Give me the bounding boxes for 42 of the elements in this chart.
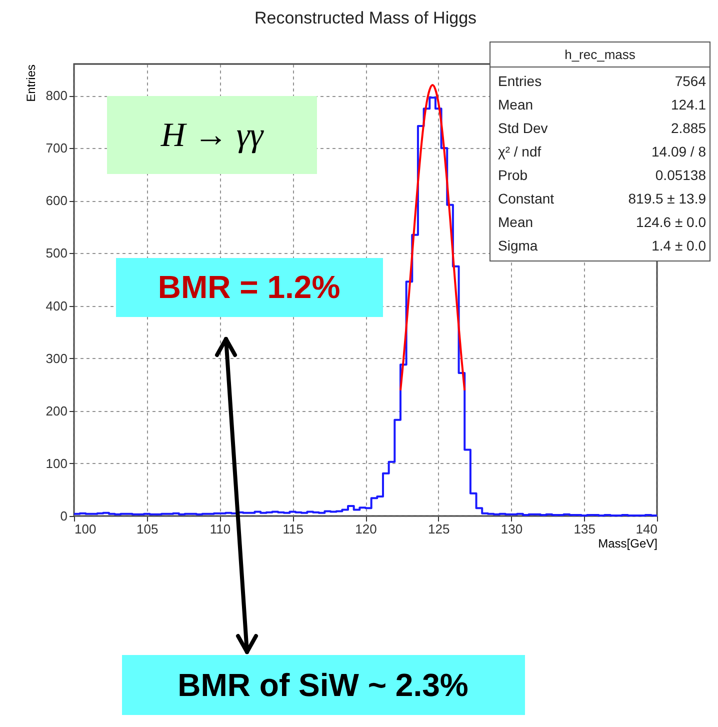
y-tick-label: 700: [46, 140, 68, 156]
text: 7564: [674, 72, 706, 89]
annotation: χ² / ndf: [498, 143, 542, 160]
annotation: Entries: [498, 72, 542, 89]
line-series: [399, 84, 466, 392]
y-tick-label: 0: [60, 508, 68, 524]
x-axis-title: Mass[GeV]: [598, 536, 658, 550]
annotation: H → γγ: [160, 117, 265, 154]
x-tick-label: 115: [282, 522, 304, 536]
annotation: Mean: [498, 214, 534, 230]
annotation: 124.6 ± 0.0: [636, 214, 706, 230]
annotation: Prob: [498, 166, 528, 183]
annotation: Constant: [498, 190, 554, 206]
chart-title: Reconstructed Mass of Higgs: [254, 8, 477, 28]
annotation: 819.5 ± 13.9: [628, 190, 706, 206]
y-tick-label: 200: [46, 403, 68, 418]
y-axis-title: Entries: [24, 64, 38, 102]
annotation: 0.05138: [655, 166, 706, 183]
x-tick-label: 135: [574, 522, 596, 536]
text: 2.885: [670, 120, 706, 136]
x-tick-label: 105: [136, 522, 158, 536]
annotation: 14.09 / 8: [652, 143, 706, 160]
text: h_rec_mass: [564, 47, 636, 62]
y-tick-label: 500: [46, 246, 68, 261]
annotation: Std Dev: [498, 120, 548, 136]
x-tick-label: 140: [636, 522, 658, 536]
annotation: 1.4 ± 0.0: [652, 237, 706, 254]
text: 124.1: [670, 96, 706, 112]
y-tick-label: 600: [46, 193, 68, 208]
y-tick-label: 300: [46, 350, 68, 366]
x-tick-label: 100: [74, 522, 96, 536]
x-tick-label: 110: [210, 522, 231, 536]
x-tick-label: 130: [500, 522, 523, 536]
x-tick-label: 120: [355, 522, 377, 536]
annotation: Mean: [498, 96, 534, 112]
annotation: Sigma: [498, 237, 538, 254]
x-tick-label: 125: [428, 522, 450, 536]
annotation: BMR = 1.2%: [158, 269, 340, 305]
y-tick-label: 800: [46, 88, 68, 104]
y-tick-label: 400: [46, 298, 68, 314]
y-tick-label: 100: [46, 456, 68, 471]
text: BMR of SiW ~ 2.3%: [178, 667, 468, 703]
